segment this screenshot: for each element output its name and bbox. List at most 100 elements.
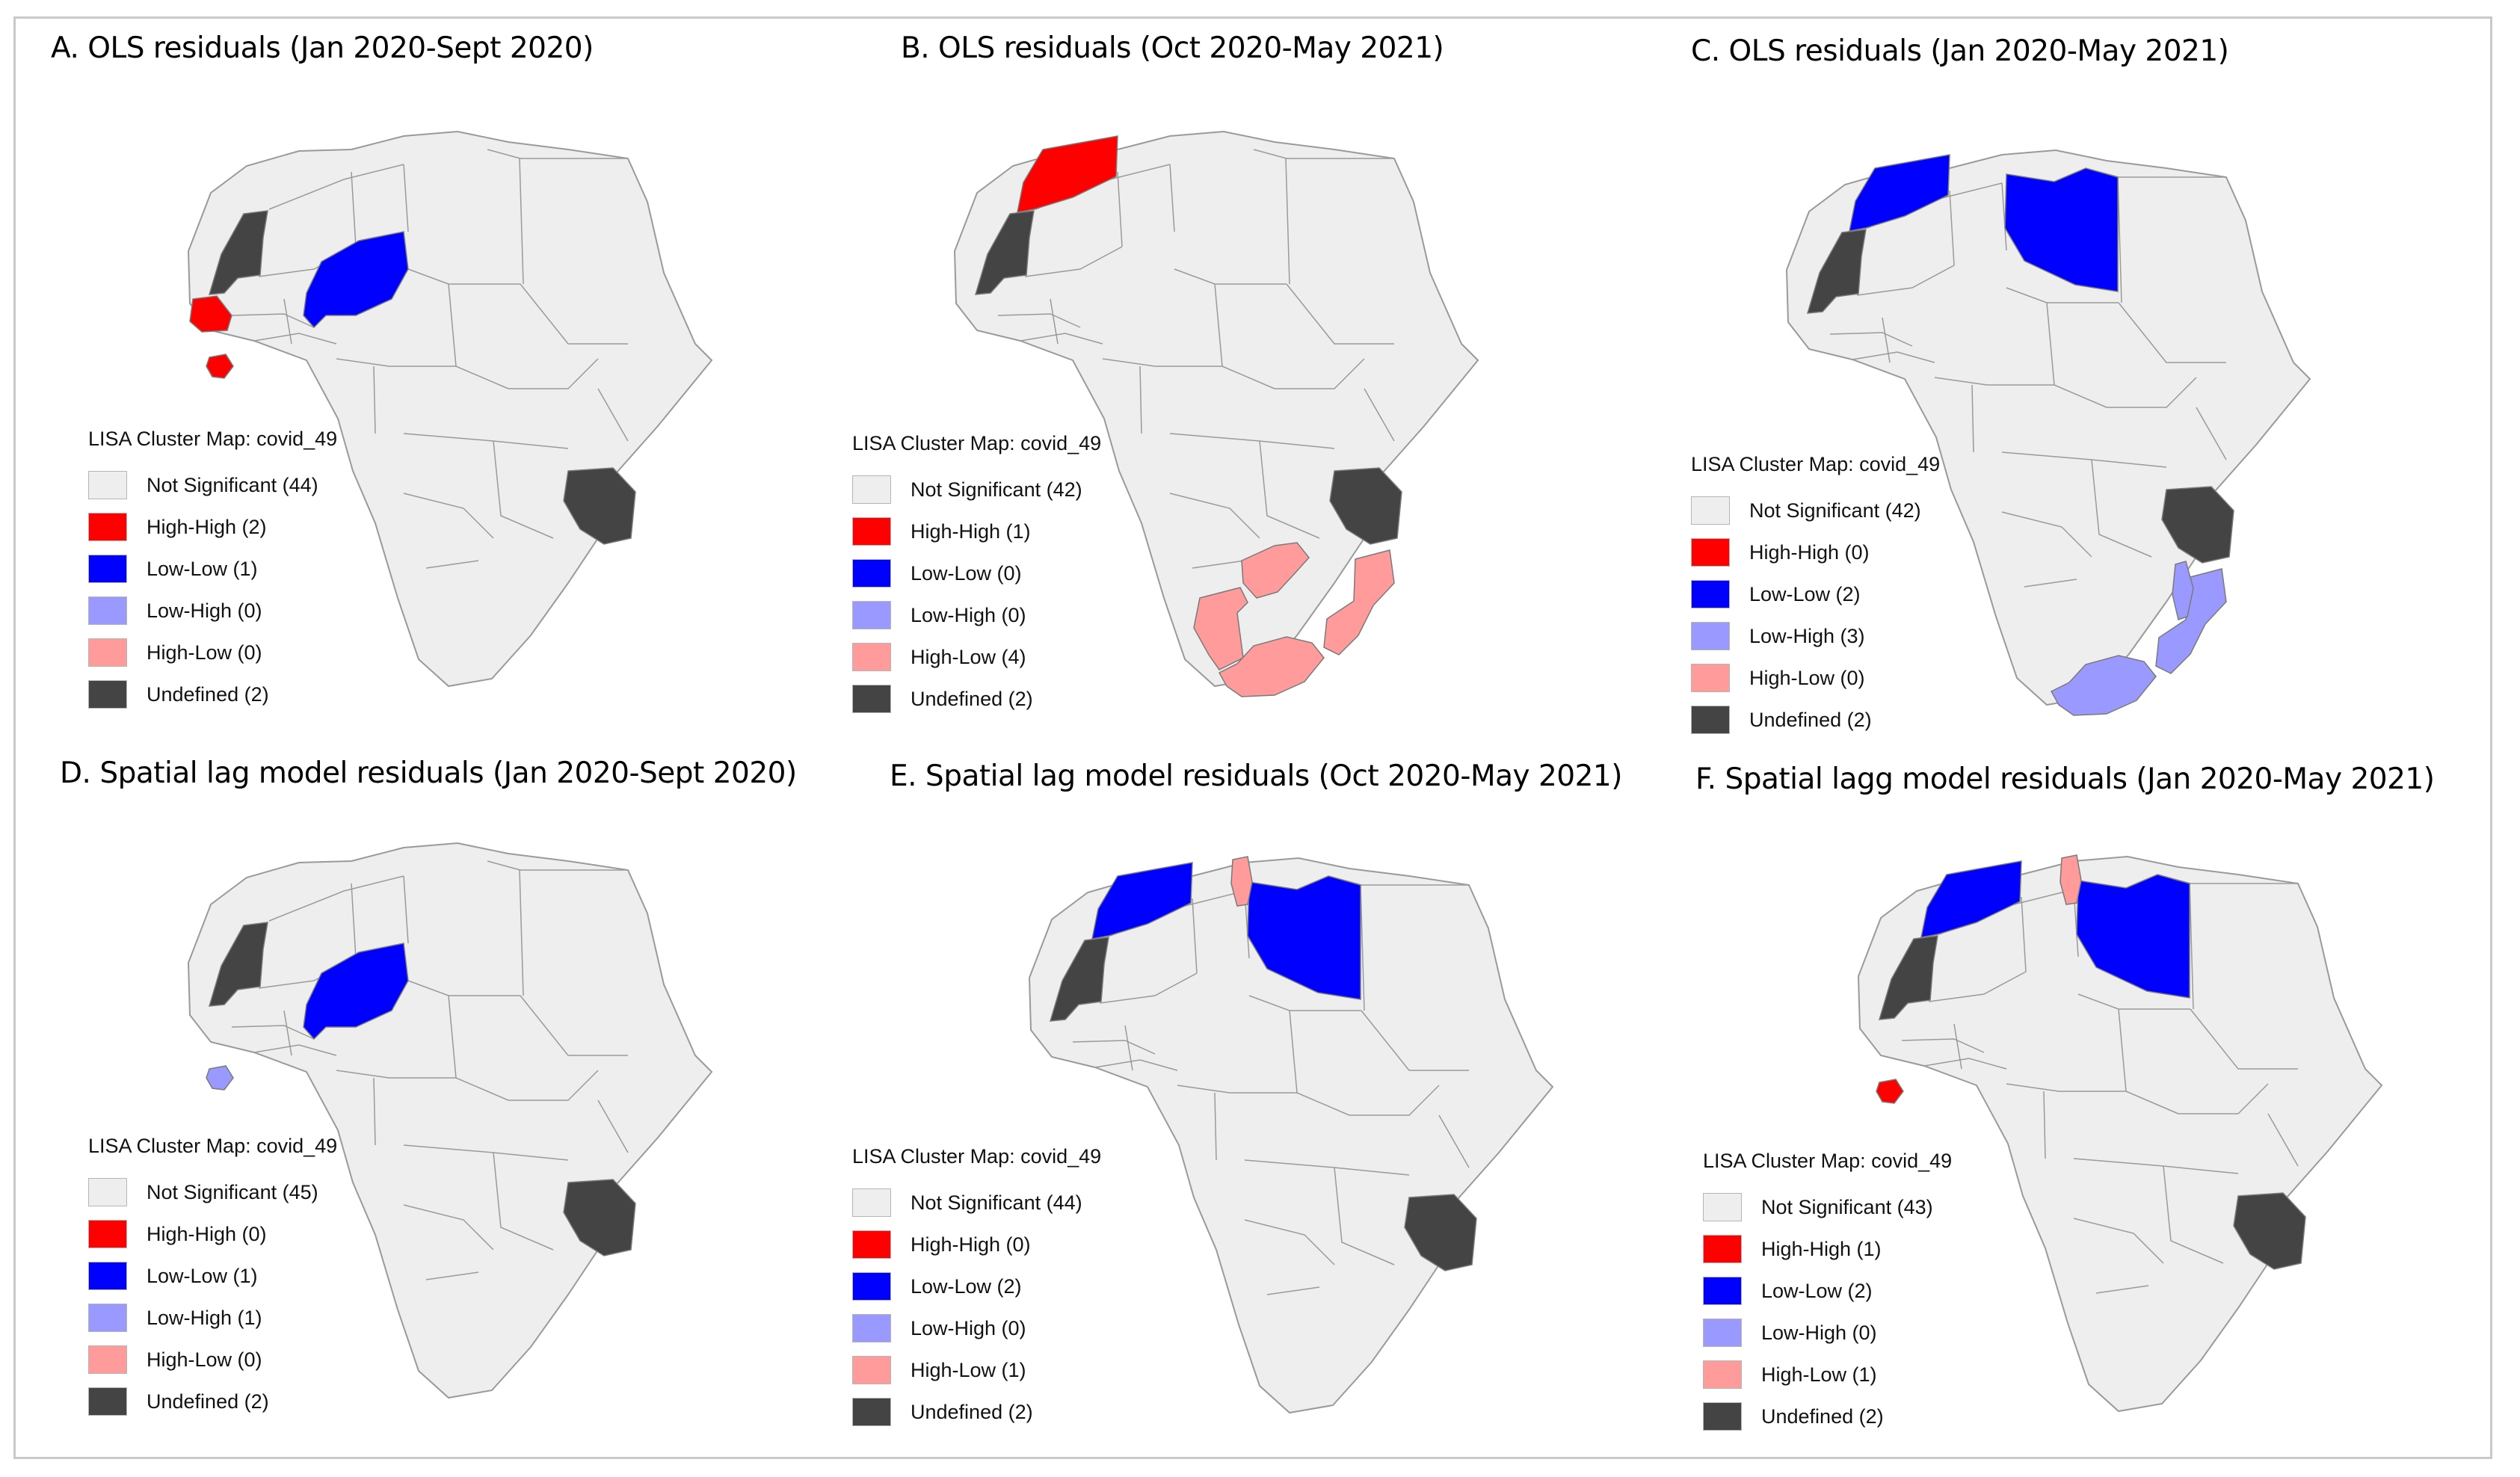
country-border	[597, 388, 629, 442]
legend-label: High-High (0)	[147, 1222, 267, 1245]
legend-row: Not Significant (42)	[1691, 490, 1940, 531]
country-border	[1360, 884, 1365, 1011]
legend-swatch-low-high	[852, 601, 891, 629]
country-border	[597, 1100, 629, 1153]
legend-label: High-High (0)	[911, 1233, 1031, 1256]
legend-swatch-low-low	[88, 1262, 127, 1290]
legend-swatch-high-low	[852, 643, 891, 671]
country-border	[231, 313, 315, 328]
country-mozambique	[1323, 549, 1395, 656]
country-morocco	[1849, 154, 1950, 232]
legend-label: High-Low (0)	[147, 1348, 262, 1371]
legend-swatch-high-low	[88, 638, 127, 667]
country-libya	[2004, 167, 2119, 292]
legend-swatch-not-significant	[852, 1188, 891, 1217]
legend-row: High-Low (1)	[1703, 1354, 1952, 1396]
legend-label: Not Significant (44)	[147, 473, 318, 496]
legend-row: Low-High (0)	[852, 594, 1101, 636]
legend-label: Low-High (0)	[147, 599, 262, 622]
country-border	[520, 995, 628, 1056]
legend-row: Undefined (2)	[852, 678, 1101, 720]
legend-row: High-High (0)	[852, 1224, 1101, 1265]
country-border	[448, 283, 457, 367]
legend-label: Not Significant (42)	[1749, 499, 1921, 522]
panel-title: B. OLS residuals (Oct 2020-May 2021)	[901, 31, 1444, 65]
legend-row: High-Low (1)	[852, 1349, 1101, 1391]
legend-swatch-low-low	[88, 555, 127, 583]
country-border	[1275, 358, 1365, 389]
legend-row: Low-High (0)	[852, 1307, 1101, 1349]
legend-label: Low-High (3)	[1749, 624, 1865, 647]
country-border	[1169, 164, 1175, 232]
panel-title: C. OLS residuals (Jan 2020-May 2021)	[1691, 34, 2229, 68]
country-border	[2046, 302, 2055, 386]
country-tanzania	[2161, 486, 2234, 564]
country-border	[1266, 1286, 1320, 1295]
legend-row: High-High (0)	[88, 1213, 337, 1255]
country-malawi	[2172, 561, 2194, 620]
country-border	[2190, 1008, 2298, 1070]
country-border	[1192, 560, 1245, 569]
country-border	[519, 869, 524, 996]
country-border	[336, 1070, 509, 1101]
country-border	[519, 158, 524, 285]
legend-swatch-high-low	[1703, 1360, 1742, 1389]
legend-row: High-High (2)	[88, 506, 337, 548]
country-western-sahara	[208, 922, 268, 1007]
country-border	[2043, 1091, 2046, 1159]
legend-swatch-high-high	[88, 513, 127, 541]
country-tunisia	[1230, 856, 1253, 907]
legend-label: Low-High (0)	[911, 603, 1026, 626]
country-border	[403, 875, 409, 944]
legend-title: LISA Cluster Map: covid_49	[852, 1145, 1102, 1168]
country-border	[283, 1010, 292, 1056]
legend-row: High-High (0)	[1691, 531, 1940, 573]
legend-label: Not Significant (45)	[147, 1180, 318, 1203]
legend-label: High-High (2)	[147, 515, 267, 538]
country-border	[351, 171, 357, 247]
country-border	[1438, 1114, 1470, 1168]
legend-label: High-High (1)	[1761, 1237, 1882, 1260]
africa-map	[1785, 149, 2311, 716]
legend-row: High-High (1)	[1703, 1228, 1952, 1270]
country-border	[2091, 459, 2152, 558]
country-border	[2095, 1285, 2149, 1294]
country-border	[1286, 283, 1394, 345]
country-border	[1971, 384, 1974, 453]
country-border	[351, 883, 357, 959]
country-border	[2021, 896, 2027, 972]
country-border	[2267, 1113, 2299, 1167]
country-border	[1349, 1085, 1440, 1116]
legend-label: Low-High (1)	[147, 1306, 262, 1329]
country-border	[253, 1044, 337, 1056]
legend-row: Undefined (2)	[88, 1381, 337, 1422]
country-border	[403, 493, 494, 539]
country-border	[2001, 511, 2092, 558]
country-libya	[2076, 874, 2190, 999]
country-border	[2189, 883, 2194, 1010]
legend-label: Undefined (2)	[1749, 708, 1872, 731]
legend-row: Low-Low (1)	[88, 1255, 337, 1297]
country-border	[1139, 366, 1142, 434]
panel-title: E. Spatial lag model residuals (Oct 2020…	[890, 759, 1622, 793]
country-border	[1169, 493, 1260, 539]
country-border	[1024, 246, 1123, 277]
legend-row: High-Low (0)	[1691, 657, 1940, 699]
country-border	[1882, 317, 1891, 363]
legend-title: LISA Cluster Map: covid_49	[88, 1135, 338, 1157]
country-border	[997, 313, 1081, 328]
country-border	[2006, 1083, 2179, 1114]
country-western-sahara	[974, 210, 1035, 295]
country-border	[283, 298, 292, 345]
legend-row: Low-High (0)	[88, 590, 337, 632]
legend: LISA Cluster Map: covid_49 Not Significa…	[1703, 1150, 1952, 1437]
country-tanzania	[2233, 1192, 2306, 1270]
country-border	[1901, 1038, 1985, 1053]
country-border	[1829, 332, 1913, 347]
country-border	[336, 358, 509, 389]
country-border	[373, 366, 376, 434]
legend-swatch-undefined	[88, 680, 127, 709]
legend-row: Undefined (2)	[1691, 699, 1940, 741]
country-border	[1102, 358, 1275, 389]
country-niger	[303, 943, 409, 1040]
